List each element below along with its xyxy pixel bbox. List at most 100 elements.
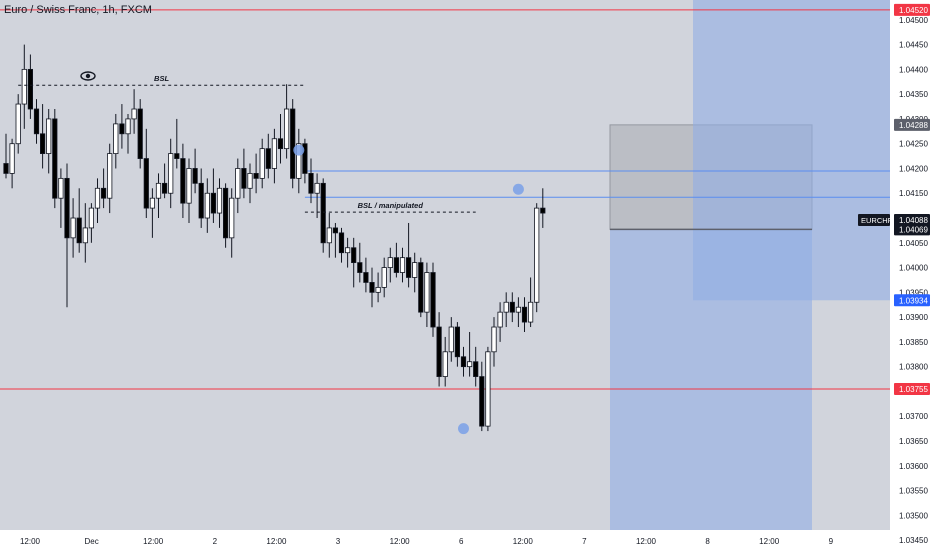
annotations: BSL BSL / manipulated (18, 71, 524, 435)
candle-body (21, 68, 27, 105)
time-tick-label: 2 (213, 537, 218, 546)
candle (332, 222, 339, 258)
candle (448, 317, 454, 362)
candle (290, 99, 296, 189)
candle (399, 247, 406, 283)
price-label-text: 1.03934 (899, 296, 928, 305)
candle (375, 272, 381, 303)
candle (430, 262, 436, 337)
candle (76, 188, 82, 253)
candle (70, 198, 76, 258)
time-tick-label: 6 (459, 537, 464, 546)
candle-body (143, 158, 149, 209)
candle (46, 109, 52, 174)
candle (235, 158, 241, 214)
candle (94, 178, 101, 223)
time-tick-label: 12:00 (143, 537, 164, 546)
candle (52, 109, 58, 209)
candle (161, 163, 168, 199)
candle-body (454, 326, 461, 358)
candle-body (466, 361, 473, 368)
price-tick-label: 1.04500 (899, 16, 928, 25)
horizontal-levels (0, 9, 890, 390)
candle-body (27, 68, 34, 110)
candle (198, 168, 204, 228)
candle (503, 292, 509, 328)
candle-body (107, 153, 113, 199)
candle-body (229, 197, 235, 239)
price-tick-label: 1.04200 (899, 164, 928, 173)
candle (466, 331, 473, 377)
candle (82, 203, 88, 263)
candle (229, 188, 235, 258)
candle (515, 297, 522, 328)
price-tick-label: 1.04150 (899, 189, 928, 198)
candle-body (442, 351, 448, 377)
candle-body (174, 153, 180, 159)
time-tick-label: 12:00 (390, 537, 411, 546)
candle-body (320, 182, 326, 244)
candle-body (198, 182, 204, 219)
candle (247, 163, 253, 204)
candle (283, 84, 290, 159)
price-tick-label: 1.03650 (899, 437, 928, 446)
candle-body (101, 187, 107, 199)
candle-body (82, 227, 88, 244)
candle (479, 361, 485, 432)
candle-body (290, 108, 296, 179)
candle (357, 242, 363, 283)
candle (222, 183, 229, 248)
price-axis[interactable]: 1 CHF1.045001.044501.044001.043501.04300… (858, 0, 932, 550)
price-tick-label: 1.03700 (899, 412, 928, 421)
candle-body (222, 187, 229, 239)
time-axis[interactable]: 12:00 Dec 12:00 2 12:00 3 12:00 6 12:00 7 12:00 8 12… (0, 530, 890, 550)
candle-body (540, 207, 546, 214)
time-tick-label: 12:00 (636, 537, 657, 546)
candle-body (326, 227, 332, 244)
candle-body (15, 103, 21, 145)
candle-body (64, 177, 70, 239)
candle-body (314, 182, 320, 194)
candle-body (186, 168, 192, 204)
candle (418, 257, 424, 318)
price-tick-label: 1.04250 (899, 140, 928, 149)
candle-body (357, 262, 363, 273)
price-label-box (894, 382, 930, 395)
candle (387, 247, 393, 283)
candle-body (113, 123, 119, 155)
price-label-text: 1.04088 (899, 216, 928, 225)
candle (338, 227, 345, 263)
price-tick-label: 1.03600 (899, 462, 928, 471)
price-tick-label: 1.04400 (899, 65, 928, 74)
candle (442, 336, 448, 387)
candle (27, 54, 34, 119)
price-tick-label: 1.03950 (899, 288, 928, 297)
candle-body (271, 138, 278, 169)
time-axis-bg (0, 530, 890, 550)
candle (125, 113, 131, 154)
price-label-text: 1.04288 (899, 121, 928, 130)
candle (436, 312, 442, 387)
candle (192, 148, 198, 194)
candle-body (338, 232, 345, 254)
candle (320, 178, 326, 253)
candle (405, 222, 412, 288)
time-tick-label: 9 (829, 537, 834, 546)
candle (277, 113, 284, 164)
candle (344, 237, 351, 268)
candle-body (448, 326, 454, 353)
candle-body (131, 108, 137, 120)
candle (454, 322, 461, 367)
eye-pupil (85, 73, 91, 79)
candle-body (265, 148, 271, 169)
candle (21, 44, 27, 129)
candle-body (375, 286, 381, 293)
candle (412, 252, 418, 293)
candle-body (399, 257, 406, 273)
candle-body (283, 108, 290, 150)
candle (497, 302, 503, 342)
candle-body (46, 118, 52, 155)
candle (302, 138, 308, 184)
candle-body (424, 272, 430, 313)
